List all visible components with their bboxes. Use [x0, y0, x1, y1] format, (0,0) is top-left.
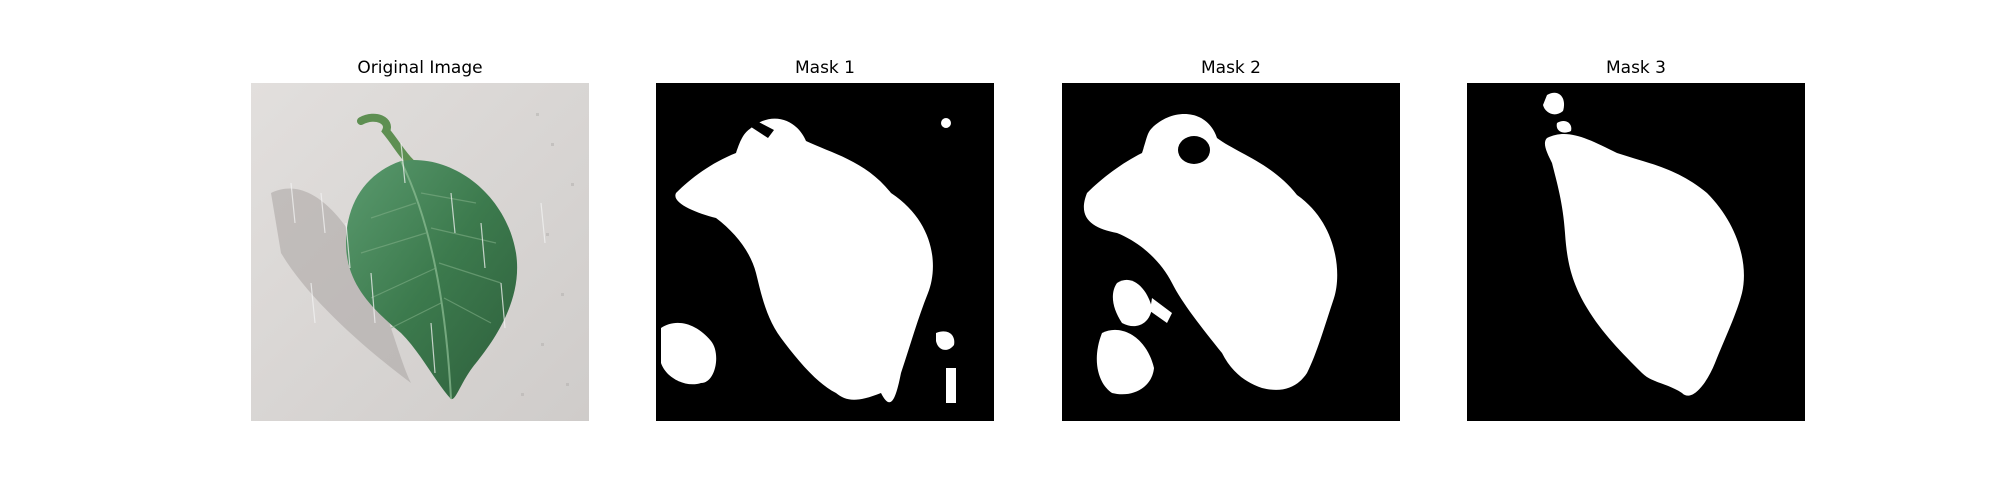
mask-2-panel — [1062, 83, 1400, 421]
mask-1-panel — [656, 83, 994, 421]
original-image-panel — [251, 83, 589, 421]
leaf-image — [251, 83, 589, 421]
mask-3-image — [1467, 83, 1805, 421]
panel-title-mask-1: Mask 1 — [794, 58, 855, 78]
panel-title-original: Original Image — [357, 58, 483, 78]
panel-title-mask-3: Mask 3 — [1605, 58, 1666, 78]
mask-1-image — [656, 83, 994, 421]
mask-2-image — [1062, 83, 1400, 421]
mask-3-panel — [1467, 83, 1805, 421]
panel-title-mask-2: Mask 2 — [1200, 58, 1261, 78]
